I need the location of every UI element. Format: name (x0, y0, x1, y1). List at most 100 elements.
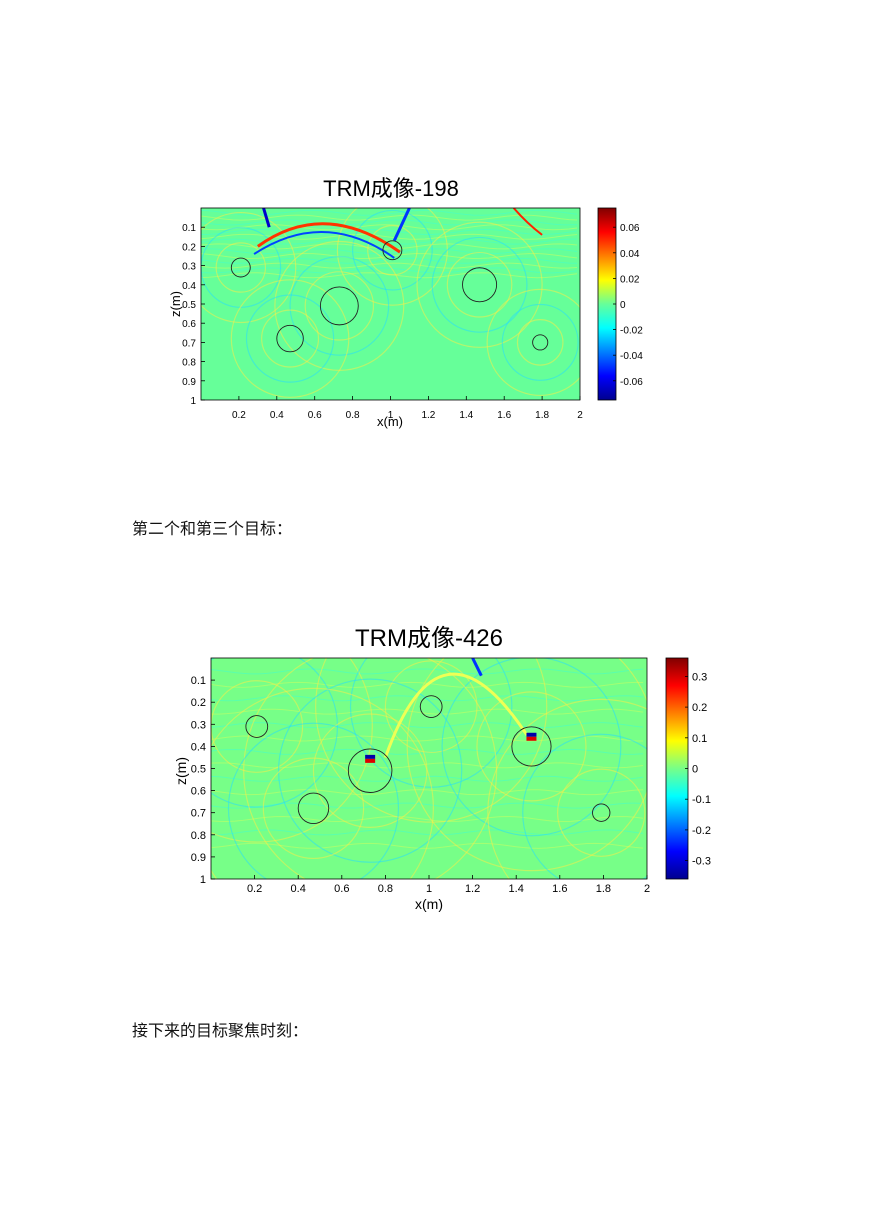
wave-arc (516, 319, 564, 366)
y-tick-label: 0.9 (182, 377, 196, 388)
wave-arc (201, 211, 297, 324)
target-circle (347, 748, 393, 793)
wave-band (211, 722, 644, 729)
colorbar-tick-label: 0.02 (620, 274, 640, 285)
wave-band (201, 257, 578, 264)
wave-band (211, 708, 644, 715)
wave-arc (446, 251, 513, 318)
wave-band (201, 224, 578, 231)
colorbar-tick-label: 0.1 (692, 733, 707, 745)
wave-band (201, 238, 578, 245)
x-tick-label: 1.2 (421, 410, 435, 421)
colorbar-tick-label: -0.3 (692, 856, 711, 868)
wave-arc (384, 660, 478, 753)
wavefront-blue (471, 658, 483, 677)
wave-arc (441, 658, 622, 837)
wave-pattern (201, 208, 580, 398)
wave-arc (336, 208, 448, 306)
wave-arc (557, 768, 646, 857)
wave-band (201, 272, 578, 279)
y-tick-label: 0.7 (191, 808, 206, 820)
colorbar-tick-label: -0.04 (620, 351, 643, 362)
wave-band (201, 248, 578, 255)
colorbar-tick-label: 0 (620, 300, 626, 311)
focus-spot-red (526, 736, 537, 741)
x-tick-label: 1.4 (459, 410, 473, 421)
wave-band (201, 243, 578, 250)
wave-band (211, 789, 644, 796)
y-tick-label: 0.5 (191, 764, 206, 776)
target-circle (297, 792, 330, 824)
wave-arc (215, 242, 267, 293)
wave-band (201, 209, 578, 216)
y-tick-label: 1 (190, 396, 196, 407)
y-tick-label: 0.6 (182, 319, 196, 330)
wave-band (201, 253, 578, 259)
target-circle (511, 726, 552, 767)
wave-arc (304, 271, 375, 341)
wave-band (211, 802, 644, 809)
target-circle (230, 257, 251, 278)
wave-band (211, 681, 644, 688)
colorbar-tick-label: 0.2 (692, 702, 707, 714)
heatmap-field (201, 208, 580, 400)
target-circle (462, 267, 498, 303)
x-tick-label: 1.4 (509, 883, 524, 895)
wavefront-blue (253, 230, 395, 259)
wave-arc (406, 658, 647, 872)
target-circle (419, 695, 443, 718)
x-tick-label: 2 (644, 883, 650, 895)
x-tick-label: 0.4 (291, 883, 306, 895)
plot-frame (210, 657, 648, 880)
y-tick-label: 0.8 (182, 358, 196, 369)
target-circle (532, 334, 549, 351)
wave-arc (261, 309, 320, 368)
wavefront-blue (262, 208, 271, 228)
wave-arc (522, 733, 647, 879)
colorbar-tick-label: -0.2 (692, 825, 711, 837)
x-tick-label: 1 (388, 410, 394, 421)
wavefront-red (256, 222, 401, 254)
colorbar-tick-label: -0.06 (620, 377, 643, 388)
wave-band (201, 233, 578, 240)
wavefront-blue (392, 208, 411, 242)
x-tick-label: 1.8 (596, 883, 611, 895)
caption-second-third-targets: 第二个和第三个目标： (132, 519, 293, 538)
x-tick-label: 1.2 (465, 883, 480, 895)
wave-band (201, 229, 578, 235)
y-tick-label: 0.3 (182, 262, 196, 273)
x-tick-label: 2 (577, 410, 583, 421)
y-tick-label: 0.9 (191, 852, 206, 864)
colorbar-tick-label: -0.1 (692, 794, 711, 806)
target-circle (245, 715, 269, 738)
x-tick-label: 0.6 (308, 410, 322, 421)
x-tick-label: 1.6 (497, 410, 511, 421)
wave-arc (367, 225, 418, 276)
wave-band (211, 735, 644, 742)
wave-arc (230, 279, 350, 398)
wave-band (211, 668, 644, 675)
wave-arc (211, 680, 304, 773)
wave-arc (211, 687, 434, 879)
wave-band (211, 829, 644, 836)
colorbar-tick-label: 0.06 (620, 223, 640, 234)
wave-band (201, 267, 578, 274)
heatmap-plot: 0.2 0.4 0.6 0.8 1 1.2 1.4 1.6 1.8 2 0.1 0.2 0.3 0.4 0.… (182, 207, 643, 421)
y-tick-label: 0.4 (191, 741, 206, 753)
y-tick-label: 0.7 (182, 338, 196, 349)
wave-arc (277, 678, 463, 863)
wave-band (211, 748, 644, 755)
x-tick-label: 1 (426, 883, 432, 895)
wave-arc (431, 236, 528, 333)
colorbar-tick-label: 0.04 (620, 249, 640, 260)
x-tick-label: 0.8 (346, 410, 360, 421)
wave-band (211, 762, 644, 769)
focus-spot-red (365, 758, 376, 763)
target-circle (319, 286, 359, 326)
heatmap-plot: 0.2 0.4 0.6 0.8 1 1.2 1.4 1.6 1.8 2 0.1 0.2 0.3 0.4 0.… (191, 657, 711, 895)
wave-arc (349, 658, 513, 788)
y-tick-label: 0.5 (182, 300, 196, 311)
colorbar-tick-label: 0 (692, 764, 698, 776)
